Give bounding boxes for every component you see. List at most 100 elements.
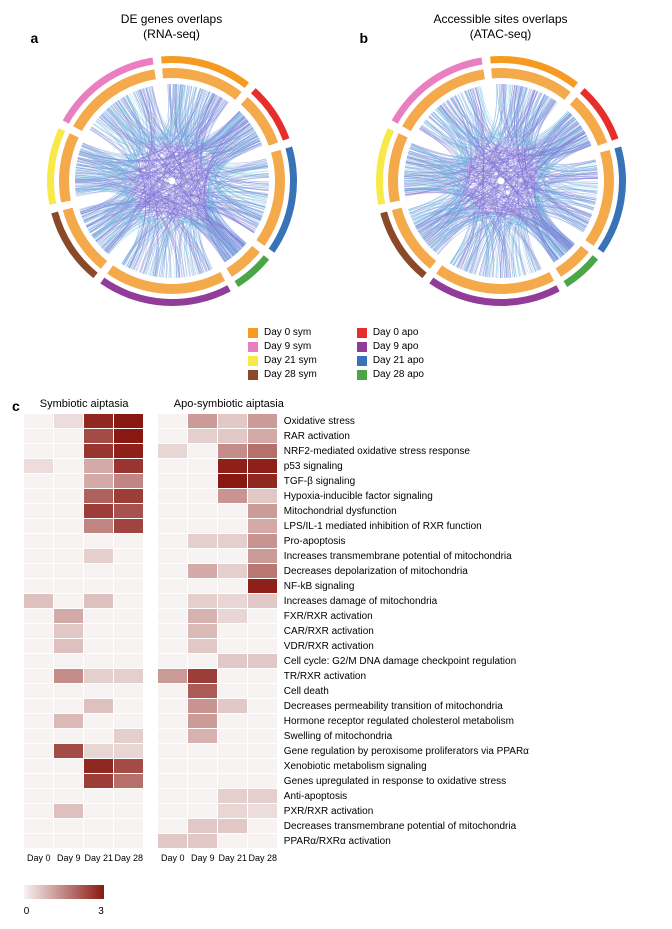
heatmap-cell [158,699,188,714]
heatmap-cell [24,564,54,579]
heatmap-cell [218,429,248,444]
heatmap-cell [54,519,84,534]
heatmap-col-label: Day 0 [158,853,188,863]
heatmap-row-label: p53 signaling [284,459,529,474]
legend-label: Day 28 sym [264,369,317,380]
heatmap-cell [54,429,84,444]
heatmap-cell [114,489,144,504]
heatmap-cell [248,654,278,669]
heatmap-cell [158,774,188,789]
heatmap-cell [114,444,144,459]
heatmap-cell [188,504,218,519]
heatmap-cell [158,804,188,819]
heatmap-cell [114,459,144,474]
heatmap-cell [158,549,188,564]
heatmap-cell [84,729,114,744]
heatmap-cell [188,429,218,444]
heatmap-cell [218,804,248,819]
heatmap-cell [114,564,144,579]
heatmap-cell [24,519,54,534]
heatmap-cell [24,444,54,459]
heatmap-cell [248,564,278,579]
heatmap-cell [24,639,54,654]
heatmap-cell [24,819,54,834]
heatmap-cell [188,744,218,759]
heatmap-cell [158,444,188,459]
heatmap-cell [54,804,84,819]
heatmap-cell [188,534,218,549]
heatmap-row-label: Decreases depolarization of mitochondria [284,564,529,579]
heatmap-row-label: Mitochondrial dysfunction [284,504,529,519]
heatmap-sym-col-labels: Day 0Day 9Day 21Day 28 [24,853,144,863]
heatmap-cell [158,489,188,504]
panel-a-title-line1: DE genes overlaps [121,12,222,26]
heatmap-cell [218,774,248,789]
heatmap-cell [84,429,114,444]
colorbar-labels: 0 3 [24,906,104,917]
heatmap-cell [54,564,84,579]
heatmap-cell [188,774,218,789]
heatmap-cell [114,579,144,594]
heatmap-cell [248,699,278,714]
heatmap-cell [248,474,278,489]
heatmap-cell [218,729,248,744]
heatmap-cell [24,759,54,774]
legend-item: Day 0 apo [357,327,424,338]
heatmap-cell [54,444,84,459]
heatmap-cell [54,699,84,714]
legend-label: Day 0 sym [264,327,311,338]
heatmap-cell [54,759,84,774]
heatmap-row-label: Gene regulation by peroxisome proliferat… [284,744,529,759]
heatmap-cell [84,444,114,459]
heatmap-cell [54,414,84,429]
heatmap-cell [188,684,218,699]
heatmap-row-label: PXR/RXR activation [284,804,529,819]
heatmap-row-label: Anti-apoptosis [284,789,529,804]
heatmap-cell [54,744,84,759]
heatmap-cell [114,654,144,669]
heatmap-cell [218,459,248,474]
heatmap-cell [114,684,144,699]
heatmap-cell [158,609,188,624]
heatmap-cell [54,534,84,549]
heatmap-cell [114,744,144,759]
heatmap-cell [114,729,144,744]
heatmap-row-label: NRF2-mediated oxidative stress response [284,444,529,459]
heatmap-cell [114,534,144,549]
heatmap-cell [54,714,84,729]
heatmap-cell [188,759,218,774]
heatmap-cell [248,429,278,444]
heatmap-row-label: Cell death [284,684,529,699]
heatmap-cell [84,594,114,609]
legend-swatch [357,342,367,352]
legend-swatch [357,356,367,366]
heatmap-cell [84,684,114,699]
chord-diagram-a [37,46,307,316]
heatmap-cell [54,594,84,609]
heatmap-cell [188,474,218,489]
heatmap-cell [218,654,248,669]
heatmap-cell [188,699,218,714]
heatmap-cell [248,774,278,789]
heatmap-cell [218,744,248,759]
heatmap-cell [114,414,144,429]
panel-b-title-line1: Accessible sites overlaps [433,12,567,26]
heatmap-sym-title: Symbiotic aiptasia [40,398,144,410]
heatmap-cell [248,534,278,549]
panel-c: c Symbiotic aiptasia Day 0Day 9Day 21Day… [12,398,660,917]
heatmap-cell [248,594,278,609]
heatmap-cell [218,699,248,714]
heatmap-cell [54,579,84,594]
heatmap-cell [188,549,218,564]
heatmap-cell [248,729,278,744]
heatmap-col-label: Day 28 [114,853,144,863]
heatmap-cell [24,744,54,759]
heatmap-cell [248,489,278,504]
heatmap-cell [218,564,248,579]
heatmap-cell [218,759,248,774]
legend-item: Day 21 apo [357,355,424,366]
legend-swatch [248,356,258,366]
panel-a: DE genes overlaps (RNA-seq) a [17,12,327,321]
heatmap-cell [218,519,248,534]
heatmap-row-label: Cell cycle: G2/M DNA damage checkpoint r… [284,654,529,669]
